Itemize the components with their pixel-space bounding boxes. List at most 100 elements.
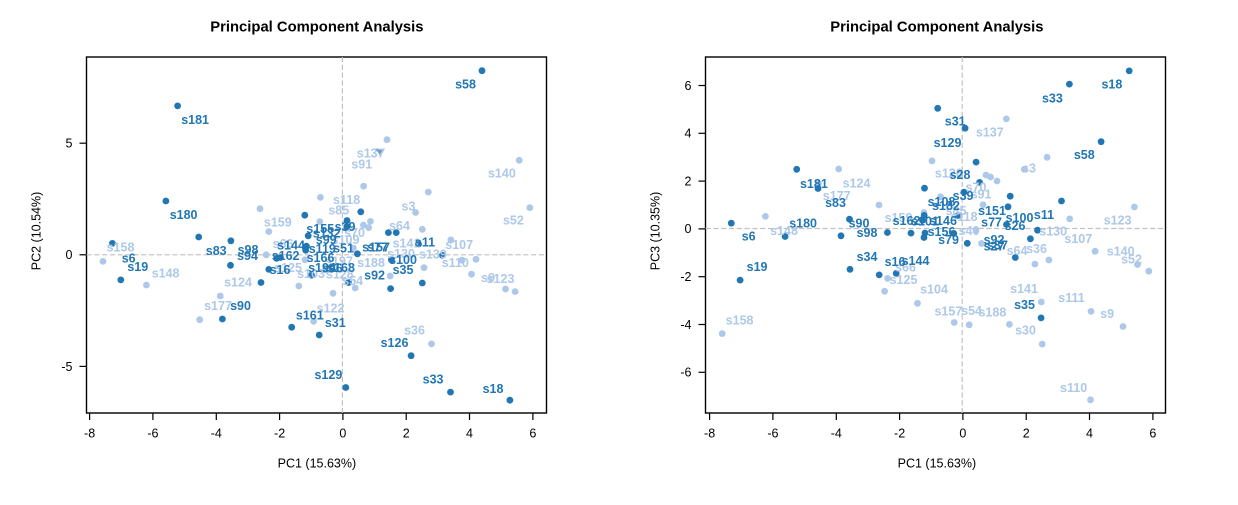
svg-text:s91: s91 (971, 188, 992, 202)
svg-text:s16: s16 (270, 263, 291, 277)
svg-text:s182: s182 (932, 199, 960, 213)
svg-text:s58: s58 (455, 77, 476, 91)
svg-text:-6: -6 (767, 427, 778, 441)
svg-text:s28: s28 (950, 168, 971, 182)
svg-text:s98: s98 (238, 243, 259, 257)
svg-text:s158: s158 (726, 314, 754, 328)
svg-text:s144: s144 (277, 239, 305, 253)
svg-text:s40: s40 (959, 224, 980, 238)
svg-text:s91: s91 (351, 158, 372, 172)
svg-text:s33: s33 (423, 373, 444, 387)
svg-text:s9: s9 (1100, 307, 1114, 321)
svg-text:2: 2 (1023, 427, 1030, 441)
svg-text:s11: s11 (415, 236, 435, 250)
svg-text:5: 5 (66, 137, 73, 151)
svg-text:s159: s159 (885, 211, 913, 225)
svg-text:s11: s11 (1034, 208, 1054, 222)
svg-text:s141: s141 (1010, 282, 1038, 296)
svg-text:s96: s96 (322, 261, 343, 275)
svg-text:s156: s156 (928, 225, 956, 239)
svg-text:-6: -6 (147, 427, 158, 441)
svg-text:s79: s79 (938, 233, 959, 247)
svg-text:PC3 (10.35%): PC3 (10.35%) (649, 192, 663, 271)
svg-text:s177: s177 (823, 189, 851, 203)
svg-text:s94: s94 (237, 249, 258, 263)
svg-text:s141: s141 (393, 237, 421, 251)
svg-text:-4: -4 (211, 427, 222, 441)
svg-text:0: 0 (685, 222, 692, 236)
svg-text:s19: s19 (127, 260, 148, 274)
svg-text:-2: -2 (274, 427, 285, 441)
svg-text:s54: s54 (961, 304, 982, 318)
svg-text:s126: s126 (381, 336, 409, 350)
svg-text:s35: s35 (1014, 298, 1035, 312)
svg-text:s30: s30 (1015, 324, 1036, 338)
svg-text:s85: s85 (946, 204, 967, 218)
svg-text:2: 2 (685, 174, 692, 188)
svg-text:s151: s151 (978, 204, 1006, 218)
svg-text:s181: s181 (800, 177, 828, 191)
svg-text:0: 0 (66, 248, 73, 262)
svg-text:s137: s137 (976, 126, 1004, 140)
svg-text:s108: s108 (928, 195, 956, 209)
svg-text:s3: s3 (1022, 161, 1036, 175)
svg-text:s197: s197 (325, 255, 353, 269)
svg-text:s70: s70 (966, 181, 987, 195)
svg-text:s162: s162 (272, 249, 300, 263)
svg-text:s130: s130 (1039, 225, 1067, 239)
svg-text:s119: s119 (309, 242, 336, 256)
svg-text:s92: s92 (364, 269, 385, 283)
svg-text:s9: s9 (481, 271, 495, 285)
svg-text:s162: s162 (893, 214, 921, 228)
svg-text:s98: s98 (857, 226, 878, 240)
svg-text:s107: s107 (1064, 232, 1092, 246)
svg-text:s110: s110 (442, 256, 469, 270)
svg-text:s129: s129 (314, 368, 342, 382)
svg-text:s104: s104 (920, 282, 948, 296)
svg-text:s128: s128 (326, 268, 354, 282)
svg-text:s124: s124 (224, 275, 252, 289)
svg-text:s90: s90 (849, 217, 870, 231)
svg-text:s140: s140 (1107, 245, 1135, 259)
svg-text:s158: s158 (107, 241, 135, 255)
svg-text:s92: s92 (984, 233, 1005, 247)
svg-text:s85: s85 (328, 203, 349, 217)
svg-text:s16: s16 (885, 255, 906, 269)
svg-text:s188: s188 (978, 305, 1006, 319)
svg-text:s51: s51 (333, 242, 354, 256)
svg-text:s125: s125 (890, 273, 918, 287)
svg-text:s34: s34 (857, 250, 878, 264)
svg-text:6: 6 (1149, 427, 1156, 441)
svg-text:0: 0 (339, 427, 346, 441)
svg-text:s109: s109 (332, 233, 360, 247)
svg-text:s99: s99 (316, 233, 337, 247)
svg-text:s101: s101 (911, 214, 939, 228)
svg-text:s188: s188 (357, 256, 385, 270)
svg-text:s122: s122 (317, 302, 345, 316)
svg-text:s139: s139 (419, 248, 447, 262)
svg-text:s18: s18 (1101, 77, 1122, 91)
svg-text:s157: s157 (934, 305, 962, 319)
svg-text:s125: s125 (274, 261, 302, 275)
svg-text:s54: s54 (342, 274, 363, 288)
svg-text:s168: s168 (327, 261, 355, 275)
svg-text:s39: s39 (953, 189, 974, 203)
svg-text:s118: s118 (333, 193, 360, 207)
svg-text:s146: s146 (929, 214, 957, 228)
svg-text:s129: s129 (934, 136, 962, 150)
svg-text:s166: s166 (307, 251, 335, 265)
svg-text:s111: s111 (1058, 291, 1084, 305)
svg-text:s27: s27 (984, 240, 1005, 254)
svg-text:s6: s6 (122, 251, 136, 265)
svg-text:s194: s194 (308, 261, 336, 275)
svg-text:s64: s64 (389, 219, 410, 233)
svg-text:s123: s123 (487, 272, 515, 286)
svg-text:s77: s77 (367, 241, 388, 255)
svg-text:-6: -6 (680, 366, 691, 380)
svg-text:6: 6 (529, 427, 536, 441)
svg-text:Principal Component Analysis: Principal Component Analysis (210, 20, 423, 36)
svg-text:-4: -4 (680, 318, 691, 332)
svg-text:s148: s148 (770, 224, 798, 238)
svg-text:s123: s123 (1104, 214, 1132, 228)
svg-text:PC1 (15.63%): PC1 (15.63%) (278, 457, 357, 471)
